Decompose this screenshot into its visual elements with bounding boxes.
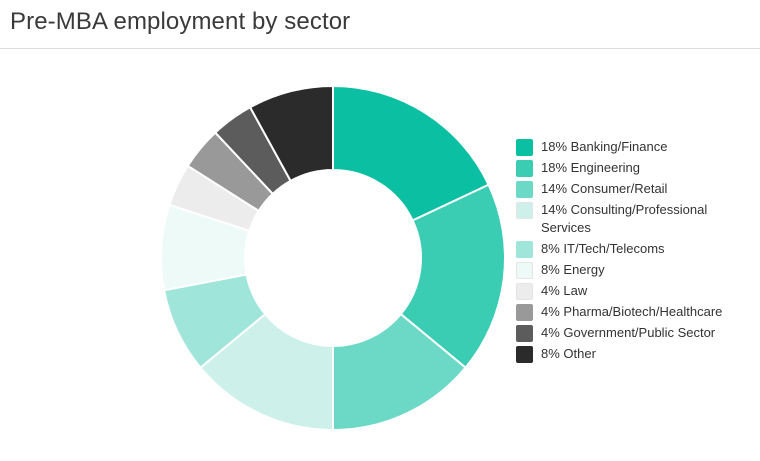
chart-legend: 18% Banking/Finance 18% Engineering 14% Co… (516, 138, 756, 366)
legend-label: 14% Consulting/Professional Services (541, 202, 708, 235)
legend-item: 14% Consumer/Retail (516, 180, 756, 198)
legend-swatch (516, 241, 533, 258)
donut-slice-other (248, 84, 334, 183)
title-divider (0, 48, 760, 49)
legend-item: 8% Energy (516, 261, 756, 279)
legend-swatch (516, 283, 533, 300)
legend-item: 4% Pharma/Biotech/Healthcare (516, 303, 756, 321)
legend-label: 8% Energy (541, 262, 605, 277)
legend-label: 4% Government/Public Sector (541, 325, 716, 340)
legend-item: 14% Consulting/Professional Services (516, 201, 756, 237)
legend-item: 18% Banking/Finance (516, 138, 756, 156)
legend-item: 8% IT/Tech/Telecoms (516, 240, 756, 258)
donut-slice-engineering (399, 183, 506, 370)
legend-label: 14% Consumer/Retail (541, 181, 668, 196)
legend-swatch (516, 325, 533, 342)
legend-item: 18% Engineering (516, 159, 756, 177)
legend-label: 8% IT/Tech/Telecoms (541, 241, 665, 256)
legend-swatch (516, 181, 533, 198)
legend-swatch (516, 139, 533, 156)
legend-label: 18% Banking/Finance (541, 139, 668, 154)
legend-swatch (516, 304, 533, 321)
legend-swatch (516, 202, 533, 219)
chart-title: Pre-MBA employment by sector (10, 8, 351, 35)
donut-slice-banking-finance (332, 84, 490, 222)
legend-item: 4% Law (516, 282, 756, 300)
legend-item: 4% Government/Public Sector (516, 324, 756, 342)
legend-label: 4% Law (541, 283, 588, 298)
legend-swatch (516, 346, 533, 363)
legend-swatch (516, 160, 533, 177)
legend-label: 18% Engineering (541, 160, 641, 175)
legend-item: 8% Other (516, 345, 756, 363)
legend-label: 4% Pharma/Biotech/Healthcare (541, 304, 723, 319)
legend-swatch (516, 262, 533, 279)
legend-label: 8% Other (541, 346, 596, 361)
